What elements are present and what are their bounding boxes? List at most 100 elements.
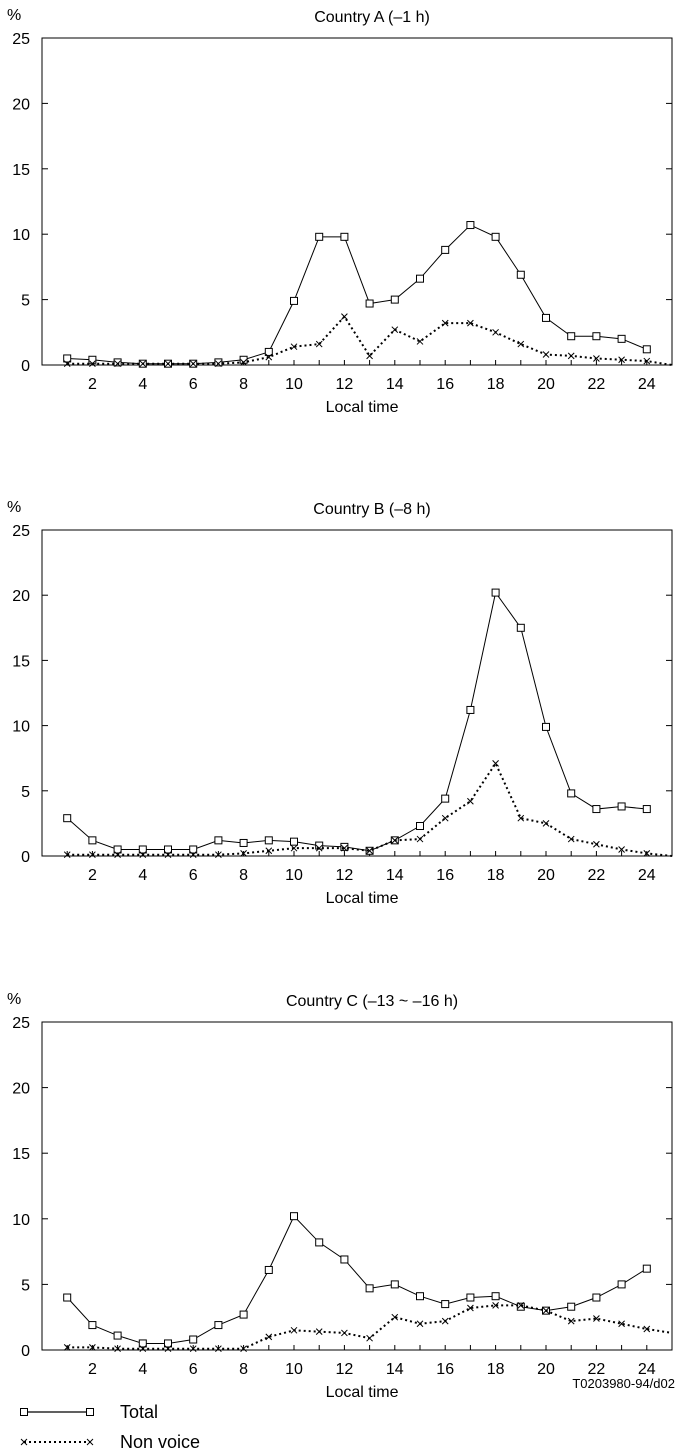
y-tick-label: 15 — [12, 162, 30, 179]
data-point — [139, 851, 147, 859]
data-point — [63, 851, 71, 859]
data-point — [567, 789, 576, 798]
legend-label: Total — [120, 1402, 158, 1422]
data-point — [63, 1293, 72, 1302]
data-point — [542, 351, 550, 358]
data-point — [340, 1255, 349, 1264]
data-point — [189, 1335, 198, 1344]
data-point — [391, 326, 399, 334]
data-point — [516, 1302, 525, 1311]
data-point — [164, 851, 172, 859]
data-point — [491, 232, 500, 241]
data-point — [240, 1345, 247, 1353]
x-tick-label: 14 — [386, 376, 404, 393]
plot-frame — [41, 1021, 673, 1351]
data-point — [340, 842, 349, 851]
data-point — [416, 338, 424, 345]
y-tick-label: 5 — [21, 784, 30, 801]
y-tick-label: 15 — [12, 653, 30, 670]
x-tick-label: 2 — [88, 376, 97, 393]
series-total — [63, 1212, 651, 1348]
y-tick-label: 20 — [12, 96, 30, 113]
data-point — [516, 270, 525, 279]
y-tick-label: 15 — [12, 1146, 30, 1163]
plot-frame — [41, 529, 673, 857]
x-tick-label: 4 — [138, 867, 147, 884]
data-point — [340, 232, 349, 241]
x-tick-label: 20 — [537, 376, 555, 393]
y-tick-label: 20 — [12, 588, 30, 605]
data-point — [290, 296, 298, 305]
data-point — [63, 354, 72, 363]
data-point — [264, 347, 273, 356]
data-point — [215, 851, 222, 859]
x-tick-label: 20 — [537, 1361, 555, 1378]
data-point — [240, 359, 247, 366]
data-point — [215, 1345, 222, 1353]
x-tick-label: 18 — [487, 376, 505, 393]
data-point — [114, 360, 121, 368]
data-point — [189, 360, 197, 368]
legend-marker — [20, 1408, 28, 1416]
legend-item-non-voice: Non voice — [20, 1432, 200, 1452]
data-point — [390, 1280, 399, 1289]
data-point — [315, 841, 324, 850]
x-tick-label: 12 — [336, 1361, 354, 1378]
x-tick-label: 10 — [285, 867, 303, 884]
legend-marker — [86, 1408, 94, 1416]
data-point — [441, 814, 449, 822]
x-tick-label: 14 — [386, 1361, 404, 1378]
y-tick-label: 0 — [21, 1343, 30, 1360]
data-point — [189, 1345, 197, 1353]
x-axis-label: Local time — [326, 399, 399, 416]
data-point — [416, 1292, 424, 1301]
x-tick-label: 18 — [487, 1361, 505, 1378]
y-tick-label: 10 — [12, 719, 30, 736]
data-point — [517, 340, 525, 348]
y-tick-label: 10 — [12, 227, 30, 244]
data-point — [593, 1315, 600, 1322]
data-point — [416, 1320, 424, 1328]
data-point — [542, 722, 550, 731]
legend-item-total: Total — [20, 1402, 158, 1422]
series-line — [67, 314, 673, 366]
legend-label: Non voice — [120, 1432, 200, 1452]
plot-frame — [41, 37, 673, 366]
data-point — [542, 1307, 550, 1314]
data-point — [264, 1265, 273, 1274]
data-point — [63, 360, 71, 368]
data-point — [643, 1325, 651, 1333]
data-point — [239, 1310, 248, 1319]
data-point — [315, 1328, 323, 1335]
data-point — [290, 1212, 298, 1221]
data-point — [164, 845, 172, 854]
data-point — [643, 850, 651, 857]
data-point — [617, 334, 626, 343]
y-tick-label: 5 — [21, 1277, 30, 1294]
data-point — [542, 820, 550, 827]
data-point — [416, 274, 424, 283]
figure-code: T0203980-94/d02 — [572, 1376, 675, 1391]
y-tick-label: 0 — [21, 358, 30, 375]
data-point — [365, 299, 374, 308]
x-tick-label: 8 — [239, 867, 248, 884]
data-point — [391, 836, 399, 844]
x-tick-label: 24 — [638, 376, 656, 393]
x-tick-label: 16 — [436, 376, 454, 393]
data-point — [164, 1345, 172, 1353]
data-point — [542, 313, 550, 322]
data-point — [138, 1339, 147, 1348]
y-tick-label: 20 — [12, 1081, 30, 1098]
data-point — [517, 814, 525, 822]
chart-title: Country A (–1 h) — [314, 9, 430, 26]
legend-marker — [20, 1438, 28, 1446]
x-tick-label: 16 — [436, 1361, 454, 1378]
data-point — [290, 1326, 298, 1334]
x-tick-label: 2 — [88, 1361, 97, 1378]
data-point — [315, 1238, 324, 1247]
x-tick-label: 22 — [588, 376, 606, 393]
